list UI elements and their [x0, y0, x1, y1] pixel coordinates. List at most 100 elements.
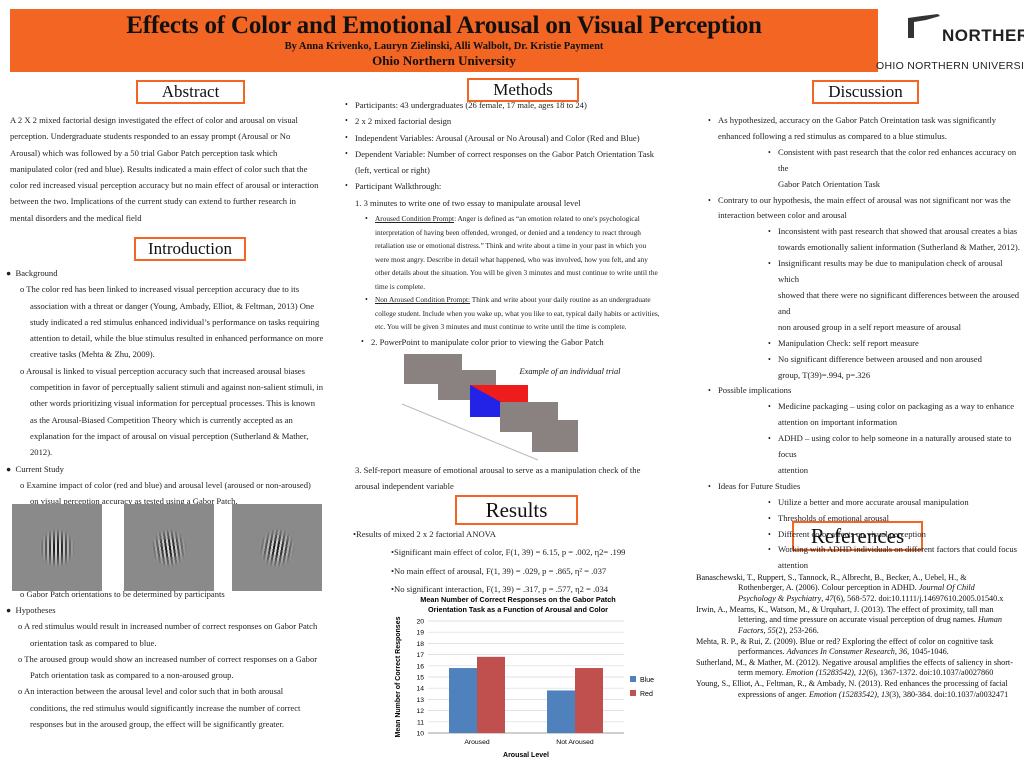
trial-slide-4	[532, 420, 578, 452]
discussion-point-2c: Manipulation Check: self report measure	[692, 336, 1020, 352]
y-tick-label: 17	[416, 652, 424, 659]
discussion-point-1a: Consistent with past research that the c…	[692, 145, 1020, 193]
discussion-point-4a: Utilize a better and more accurate arous…	[692, 495, 1020, 511]
reference-item: Banaschewski, T., Ruppert, S., Tannock, …	[696, 573, 1004, 603]
discussion-point-3a: Medicine packaging – using color on pack…	[692, 399, 1020, 431]
poster-authors: By Anna Krivenko, Lauryn Zielinski, Alli…	[284, 41, 604, 52]
abstract-line: Arousal) which was followed by a 50 tria…	[10, 147, 278, 158]
chart-title: Orientation Task as a Function of Arousa…	[428, 605, 608, 614]
logo-subtitle: OHIO NORTHERN UNIVERSITY	[876, 60, 1024, 72]
methods-participants: Participants: 43 undergraduates (26 fema…	[345, 97, 690, 114]
legend-swatch-red	[630, 690, 636, 696]
intro-background: ● Background	[6, 268, 58, 278]
introduction-heading: Introduction	[134, 237, 246, 261]
discussion-body: As hypothesized, accuracy on the Gabor P…	[692, 113, 1020, 574]
x-axis-label: Arousal Level	[503, 752, 549, 759]
intro-bg-point-2: o Arousal is linked to visual perception…	[20, 365, 324, 458]
y-tick-label: 18	[416, 641, 424, 648]
y-axis-label: Mean Number of Correct Responses	[395, 616, 402, 737]
results-interaction: •No significant interaction, F(1, 39) = …	[391, 583, 609, 594]
methods-dv: Dependent Variable: Number of correct re…	[345, 146, 690, 179]
discussion-point-4c: Different color affects on visual percep…	[692, 527, 1020, 543]
discussion-heading: Discussion	[812, 80, 919, 104]
hypothesis-3: o An interaction between the arousal lev…	[18, 686, 301, 730]
bar-red-aroused	[477, 656, 505, 733]
abstract-line: A 2 X 2 mixed factorial design investiga…	[10, 115, 298, 125]
abstract-line: between the two. Implications of the cur…	[10, 196, 296, 207]
circle-bullet-icon: o	[20, 365, 26, 376]
gabor-caption: o Gabor Patch orientations to be determi…	[20, 589, 225, 599]
gabor-patch-right-image	[232, 504, 322, 591]
bar-blue-aroused	[449, 668, 477, 733]
results-bar-chart: Mean Number of Correct Responses on the …	[395, 595, 654, 759]
non-aroused-prompt: Non Aroused Condition Prompt: Think and …	[345, 293, 690, 334]
discussion-point-2b: Insignificant results may be due to mani…	[692, 256, 1020, 336]
poster-university: Ohio Northern University	[372, 53, 516, 68]
methods-design: 2 x 2 mixed factorial design	[345, 113, 690, 130]
circle-bullet-icon: o	[18, 686, 24, 697]
abstract-body: A 2 X 2 mixed factorial design investiga…	[10, 112, 340, 226]
y-tick-label: 15	[416, 675, 424, 682]
reference-item: Mehta, R. P., & Rui, Z. (2009). Blue or …	[696, 636, 994, 657]
trial-sequence-diagram	[401, 354, 578, 461]
discussion-point-2a: Inconsistent with past research that sho…	[692, 224, 1020, 256]
hypothesis-1: o A red stimulus would result in increas…	[18, 621, 318, 648]
reference-item: Sutherland, M., & Mather, M. (2012). Neg…	[696, 658, 1013, 678]
reference-item: Young, S., Elliot, A., Feltman, R., & Am…	[696, 679, 1009, 699]
y-tick-label: 10	[416, 731, 424, 738]
bullet-icon: ●	[6, 463, 16, 474]
poster-title: Effects of Color and Emotional Arousal o…	[126, 12, 762, 39]
y-tick-label: 12	[416, 708, 424, 715]
gabor-patch-vertical-image	[124, 504, 214, 591]
methods-step-2: 2. PowerPoint to manipulate color prior …	[345, 334, 690, 351]
results-arousal-effect: •No main effect of arousal, F(1, 39) = .…	[391, 565, 607, 576]
y-tick-label: 14	[416, 686, 424, 693]
discussion-point-4b: Thresholds of emotional arousal	[692, 511, 1020, 527]
circle-bullet-icon: o	[18, 653, 25, 664]
abstract-line: manipulated color (red and blue). Result…	[10, 163, 308, 174]
y-tick-label: 11	[417, 719, 424, 726]
circle-bullet-icon: o	[20, 284, 27, 295]
intro-cs-point-1: o Examine impact of color (red and blue)…	[20, 479, 311, 507]
gabor-patch-left-image	[12, 504, 102, 591]
results-intro: •Results of mixed 2 x 2 factorial ANOVA	[353, 529, 496, 539]
results-heading: Results	[455, 495, 578, 525]
discussion-point-4d: Working with ADHD individuals on differe…	[692, 542, 1020, 574]
discussion-point-2c1: No significant difference between arouse…	[692, 352, 1020, 384]
legend-swatch-blue	[630, 676, 636, 682]
discussion-point-3: Possible implications	[692, 383, 1020, 399]
y-tick-label: 16	[416, 663, 424, 670]
aroused-prompt: Aroused Condition Prompt: Anger is defin…	[345, 212, 690, 293]
chart-title: Mean Number of Correct Responses on the …	[420, 595, 615, 604]
logo-mark-icon	[908, 14, 940, 38]
x-tick-label: Aroused	[464, 739, 490, 746]
bullet-icon: ●	[6, 605, 16, 615]
circle-bullet-icon: o	[18, 621, 24, 632]
intro-bg-point-1: o The color red has been linked to incre…	[20, 284, 324, 360]
methods-body: Participants: 43 undergraduates (26 fema…	[345, 97, 690, 350]
hypothesis-2: o The aroused group would show an increa…	[18, 653, 318, 681]
hypotheses-body: ● Hypotheses o A red stimulus would resu…	[6, 602, 342, 732]
methods-prompts: Aroused Condition Prompt: Anger is defin…	[345, 212, 690, 334]
abstract-line: color red increased visual perception ac…	[10, 180, 319, 191]
logo-wordmark: NORTHERN	[942, 26, 1024, 45]
legend-label-red: Red	[640, 691, 653, 698]
y-tick-label: 13	[416, 697, 424, 704]
poster-header: Effects of Color and Emotional Arousal o…	[10, 9, 878, 72]
introduction-body: ● Background o The color red has been li…	[6, 265, 342, 509]
abstract-heading: Abstract	[136, 80, 245, 104]
intro-hypotheses: ● Hypotheses	[6, 605, 56, 615]
methods-step-3: 3. Self-report measure of emotional arou…	[355, 465, 641, 492]
y-tick-label: 20	[416, 619, 424, 626]
discussion-point-1: As hypothesized, accuracy on the Gabor P…	[692, 113, 1020, 145]
y-tick-label: 19	[416, 630, 424, 637]
x-tick-label: Not Aroused	[556, 739, 594, 746]
results-color-effect: •Significant main effect of color, F(1, …	[391, 547, 626, 558]
university-logo: NORTHERN OHIO NORTHERN UNIVERSITY	[876, 8, 1024, 76]
trial-caption: Example of an individual trial	[519, 367, 621, 376]
discussion-point-2: Contrary to our hypothesis, the main eff…	[692, 193, 1020, 225]
circle-bullet-icon: o	[20, 589, 27, 599]
discussion-point-3b: ADHD – using color to help someone in a …	[692, 431, 1020, 479]
methods-iv: Independent Variables: Arousal (Arousal …	[345, 130, 690, 147]
bar-blue-not-aroused	[547, 690, 575, 733]
